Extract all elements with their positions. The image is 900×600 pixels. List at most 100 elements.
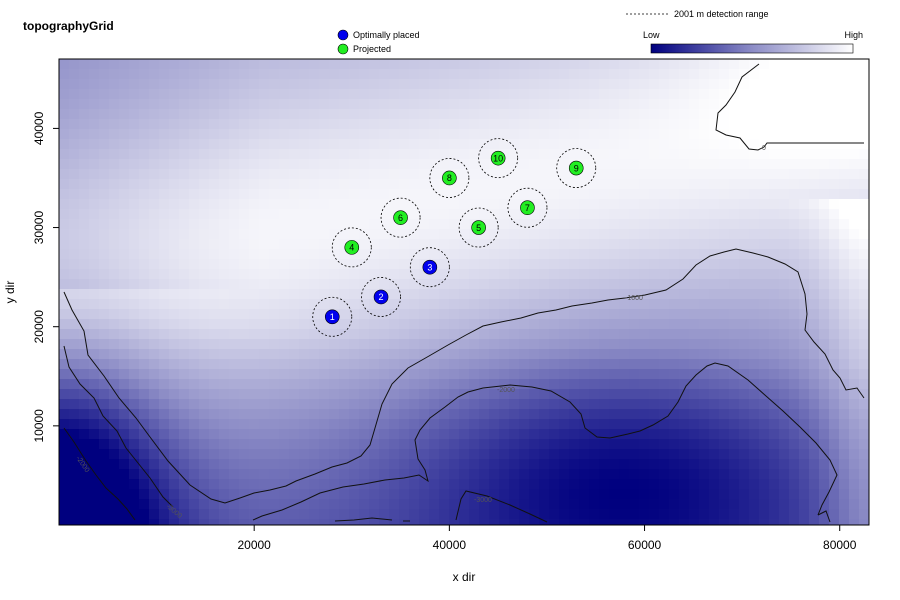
heatmap-cell (99, 309, 110, 320)
heatmap-cell (529, 379, 540, 390)
heatmap-cell (469, 469, 480, 480)
y-tick-label: 40000 (32, 111, 46, 145)
heatmap-cell (509, 369, 520, 380)
heatmap-cell (119, 259, 130, 270)
heatmap-cell (529, 429, 540, 440)
heatmap-cell (669, 299, 680, 310)
heatmap-cell (389, 339, 400, 350)
heatmap-cell (219, 509, 230, 520)
heatmap-cell (799, 269, 810, 280)
heatmap-cell (799, 499, 810, 510)
heatmap-cell (559, 269, 570, 280)
heatmap-cell (349, 189, 360, 200)
heatmap-cell (479, 109, 490, 120)
heatmap-cell (659, 349, 670, 360)
heatmap-cell (239, 309, 250, 320)
heatmap-cell (189, 219, 200, 230)
heatmap-cell (309, 259, 320, 270)
heatmap-cell (549, 259, 560, 270)
heatmap-cell (419, 59, 430, 70)
heatmap-cell (219, 149, 230, 160)
detection-range-circle (380, 197, 421, 238)
heatmap-cell (89, 489, 100, 500)
heatmap-cell (459, 219, 470, 230)
heatmap-cell (609, 239, 620, 250)
heatmap-cell (529, 299, 540, 310)
heatmap-cell (599, 179, 610, 190)
receiver-label: 7 (525, 203, 530, 213)
heatmap-cell (469, 429, 480, 440)
heatmap-cell (199, 469, 210, 480)
heatmap-cell (389, 169, 400, 180)
heatmap-cell (269, 159, 280, 170)
heatmap-cell (99, 259, 110, 270)
heatmap-cell (659, 289, 670, 300)
heatmap-cell (319, 69, 330, 80)
heatmap-cell (119, 169, 130, 180)
heatmap-cell (209, 79, 220, 90)
heatmap-cell (99, 109, 110, 120)
heatmap-cell (829, 299, 840, 310)
heatmap-cell (729, 279, 740, 290)
heatmap-cell (309, 439, 320, 450)
heatmap-cell (639, 59, 650, 70)
heatmap-cell (479, 399, 490, 410)
heatmap-cell (369, 479, 380, 490)
heatmap-cell (479, 179, 490, 190)
heatmap-cell (229, 299, 240, 310)
heatmap-cell (149, 379, 160, 390)
heatmap-cell (209, 139, 220, 150)
heatmap-cell (109, 219, 120, 230)
heatmap-cell (119, 179, 130, 190)
heatmap-cell (449, 79, 460, 90)
heatmap-cell (559, 79, 570, 90)
heatmap-cell (409, 389, 420, 400)
heatmap-cell (359, 329, 370, 340)
heatmap-cell (589, 139, 600, 150)
heatmap-cell (259, 149, 270, 160)
heatmap-cell (379, 139, 390, 150)
heatmap-cell (859, 309, 869, 320)
heatmap-cell (279, 199, 290, 210)
heatmap-cell (469, 309, 480, 320)
heatmap-cell (679, 259, 690, 270)
heatmap-cell (129, 429, 140, 440)
heatmap-cell (829, 479, 840, 490)
heatmap-cell (549, 279, 560, 290)
heatmap-cell (549, 99, 560, 110)
heatmap-cell (569, 399, 580, 410)
heatmap-cell (249, 109, 260, 120)
heatmap-cell (769, 489, 780, 500)
heatmap-cell (449, 389, 460, 400)
heatmap-cell (619, 179, 630, 190)
heatmap-cell (369, 319, 380, 330)
heatmap-cell (799, 259, 810, 270)
heatmap-cell (759, 379, 770, 390)
heatmap-cell (179, 229, 190, 240)
heatmap-cell (419, 169, 430, 180)
heatmap-cell (139, 349, 150, 360)
heatmap-cell (149, 309, 160, 320)
heatmap-cell (369, 399, 380, 410)
heatmap-cell (329, 449, 340, 460)
heatmap-cell (389, 69, 400, 80)
heatmap-cell (119, 489, 130, 500)
heatmap-cell (789, 249, 800, 260)
heatmap-cell (559, 99, 570, 110)
heatmap-cell (219, 479, 230, 490)
heatmap-cell (679, 449, 690, 460)
heatmap-cell (619, 499, 630, 510)
heatmap-cell (749, 69, 760, 80)
heatmap-cell (359, 299, 370, 310)
heatmap-cell (249, 209, 260, 220)
heatmap-cell (549, 269, 560, 280)
contour-label-2000b: -2000 (497, 387, 515, 394)
heatmap-cell (799, 389, 810, 400)
heatmap-cell (859, 249, 869, 260)
heatmap-cell (609, 469, 620, 480)
heatmap-cell (139, 409, 150, 420)
heatmap-cell (809, 239, 820, 250)
heatmap-cell (639, 489, 650, 500)
heatmap-cell (279, 399, 290, 410)
